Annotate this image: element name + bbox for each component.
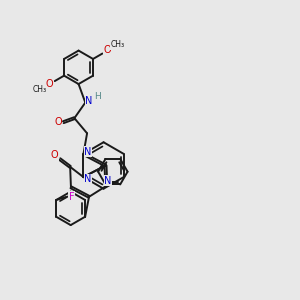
Text: N: N xyxy=(104,176,112,186)
Text: N: N xyxy=(85,96,93,106)
Text: O: O xyxy=(46,79,53,89)
Text: O: O xyxy=(104,45,112,56)
Text: O: O xyxy=(54,117,62,127)
Text: F: F xyxy=(69,192,74,202)
Text: N: N xyxy=(84,147,92,157)
Text: CH₃: CH₃ xyxy=(32,85,46,94)
Text: N: N xyxy=(84,174,92,184)
Text: H: H xyxy=(94,92,100,101)
Text: CH₃: CH₃ xyxy=(111,40,125,49)
Text: O: O xyxy=(51,150,59,161)
